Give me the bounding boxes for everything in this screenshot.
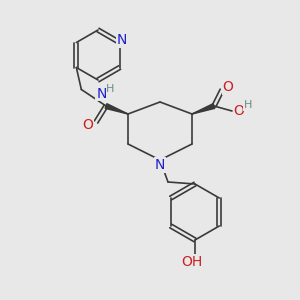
Text: H: H	[244, 100, 252, 110]
Text: N: N	[155, 158, 165, 172]
Text: N: N	[116, 34, 127, 47]
Polygon shape	[192, 104, 215, 114]
Polygon shape	[105, 104, 128, 114]
Text: O: O	[82, 118, 93, 132]
Text: N: N	[96, 86, 106, 100]
Text: O: O	[223, 80, 233, 94]
Text: OH: OH	[182, 255, 203, 269]
Text: H: H	[106, 85, 115, 94]
Text: O: O	[234, 104, 244, 118]
